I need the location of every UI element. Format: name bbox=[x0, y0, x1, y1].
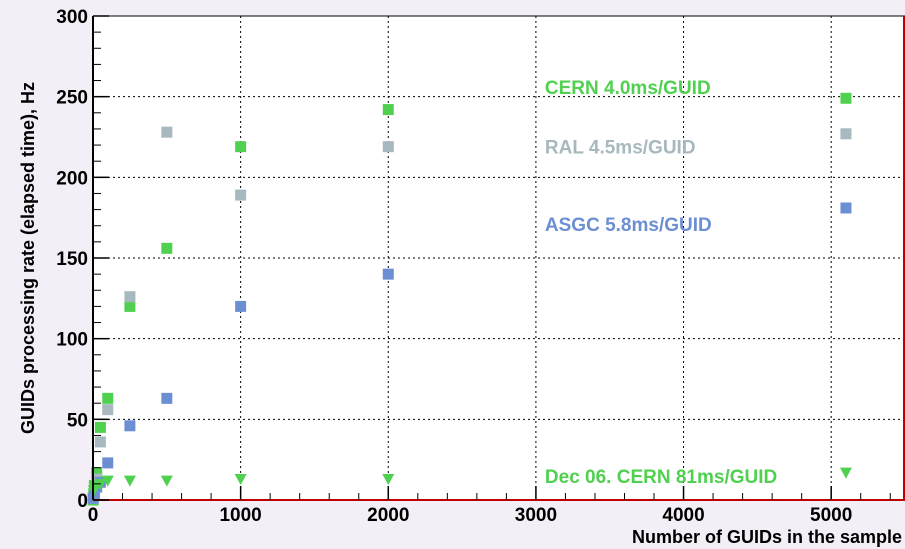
x-tick-label: 2000 bbox=[367, 505, 409, 526]
asgc-point bbox=[102, 457, 114, 469]
annotation-label: Dec 06. CERN 81ms/GUID bbox=[545, 467, 777, 488]
dec06-point bbox=[160, 475, 173, 487]
asgc-point bbox=[382, 268, 394, 280]
dec06-point bbox=[123, 475, 136, 487]
ral-point bbox=[124, 291, 136, 303]
dec06-point bbox=[839, 467, 852, 479]
annotation-labels: CERN 4.0ms/GUID RAL 4.5ms/GUID ASGC 5.8ms/… bbox=[545, 78, 777, 488]
asgc-point bbox=[124, 420, 136, 432]
annotation-label: RAL 4.5ms/GUID bbox=[545, 138, 696, 159]
x-tick-label: 3000 bbox=[515, 505, 557, 526]
data-markers bbox=[87, 92, 852, 506]
asgc-point bbox=[88, 489, 100, 501]
y-tick-label: 150 bbox=[56, 249, 88, 270]
asgc-point bbox=[840, 202, 852, 214]
x-tick-label: 1000 bbox=[219, 505, 261, 526]
y-tick-label: 250 bbox=[56, 88, 88, 109]
dec06-point bbox=[101, 475, 114, 487]
y-tick-label: 0 bbox=[77, 491, 88, 512]
x-tick-label: 0 bbox=[88, 505, 99, 526]
y-axis-title: GUIDs processing rate (elapsed time), Hz bbox=[18, 82, 38, 434]
x-axis-title: Number of GUIDs in the sample bbox=[632, 527, 902, 547]
cern-point bbox=[235, 141, 247, 153]
cern-point bbox=[161, 242, 173, 254]
y-tick-label: 300 bbox=[56, 7, 88, 28]
cern-point bbox=[102, 392, 114, 404]
x-tick-label: 4000 bbox=[662, 505, 704, 526]
cern-point bbox=[94, 421, 106, 433]
ral-point bbox=[161, 126, 173, 138]
ral-point bbox=[840, 128, 852, 140]
x-tick-label: 5000 bbox=[810, 505, 852, 526]
annotation-label: CERN 4.0ms/GUID bbox=[545, 78, 711, 99]
cern-point bbox=[382, 104, 394, 116]
dec06-point bbox=[382, 474, 395, 486]
y-tick-label: 50 bbox=[67, 410, 88, 431]
ral-point bbox=[235, 189, 247, 201]
ral-point bbox=[94, 436, 106, 448]
asgc-point bbox=[235, 300, 247, 312]
grid-lines bbox=[93, 16, 905, 500]
asgc-point bbox=[161, 392, 173, 404]
dec06-point bbox=[234, 474, 247, 486]
y-tick-label: 100 bbox=[56, 330, 88, 351]
ral-point bbox=[102, 404, 114, 416]
cern-point bbox=[124, 300, 136, 312]
cern-point bbox=[840, 92, 852, 104]
cern-point bbox=[91, 467, 103, 479]
ral-point bbox=[382, 141, 394, 153]
y-tick-label: 200 bbox=[56, 168, 88, 189]
annotation-label: ASGC 5.8ms/GUID bbox=[545, 215, 712, 236]
